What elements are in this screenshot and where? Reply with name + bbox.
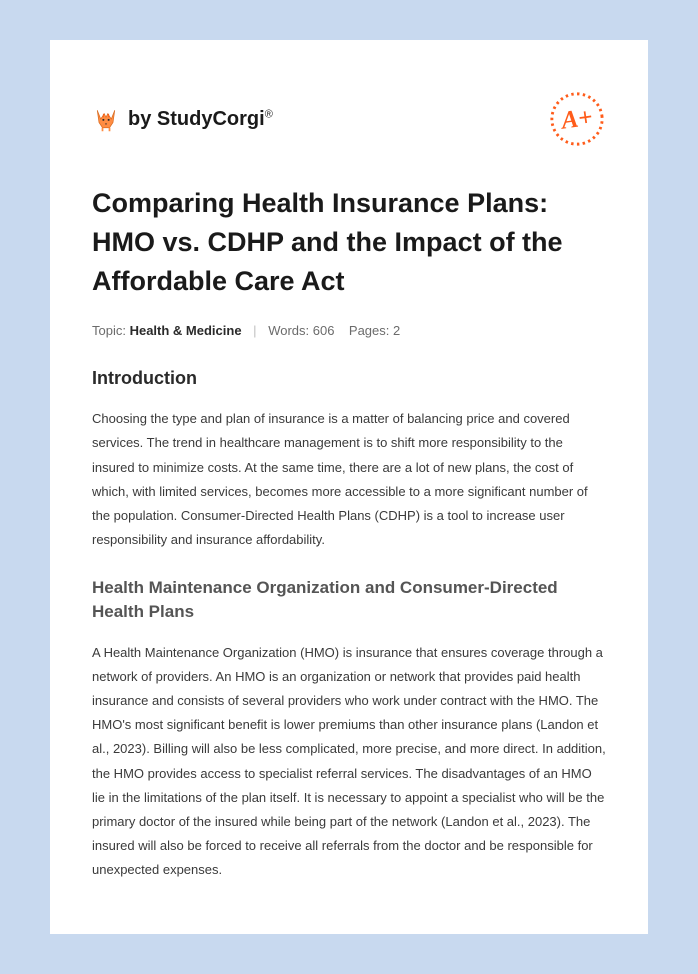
topic-value: Health & Medicine — [130, 323, 242, 338]
meta-separator: | — [253, 323, 256, 338]
pages-label: Pages: — [349, 323, 393, 338]
svg-text:A+: A+ — [558, 104, 595, 135]
page-title: Comparing Health Insurance Plans: HMO vs… — [92, 184, 606, 301]
pages-value: 2 — [393, 323, 400, 338]
sub-paragraph: A Health Maintenance Organization (HMO) … — [92, 641, 606, 881]
grade-badge: A+ — [548, 90, 606, 148]
document-page: by StudyCorgi® A+ Comparing Health Insur… — [50, 40, 648, 934]
header-row: by StudyCorgi® A+ — [92, 90, 606, 148]
topic-label: Topic: — [92, 323, 130, 338]
intro-paragraph: Choosing the type and plan of insurance … — [92, 407, 606, 551]
brand-name: StudyCorgi — [157, 108, 265, 130]
corgi-icon — [92, 105, 120, 133]
words-label: Words: — [268, 323, 313, 338]
sub-heading: Health Maintenance Organization and Cons… — [92, 576, 606, 624]
brand-registered: ® — [265, 108, 273, 120]
brand-logo: by StudyCorgi® — [92, 105, 273, 133]
brand-prefix: by — [128, 108, 157, 130]
brand-text: by StudyCorgi® — [128, 108, 273, 131]
intro-heading: Introduction — [92, 368, 606, 389]
words-value: 606 — [313, 323, 335, 338]
meta-row: Topic: Health & Medicine | Words: 606 Pa… — [92, 323, 606, 338]
